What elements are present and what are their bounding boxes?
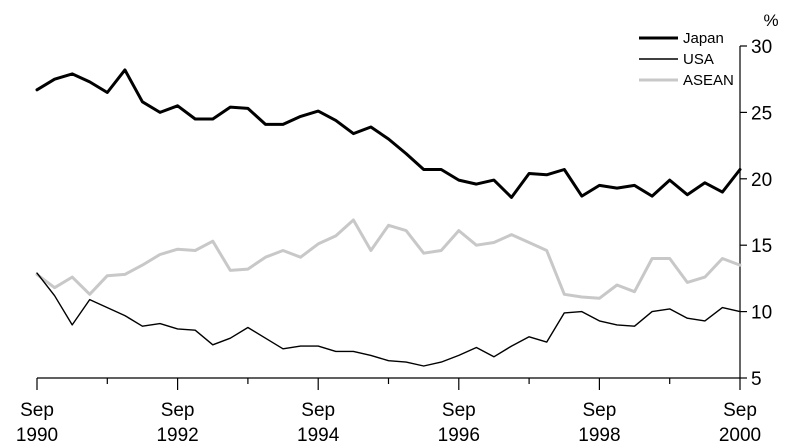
- y-tick-label: 15: [751, 236, 772, 257]
- x-tick-label-year: 1990: [16, 425, 58, 446]
- y-tick-label: 30: [751, 37, 772, 58]
- legend-label-asean: ASEAN: [683, 72, 734, 89]
- series-line-asean: [35, 218, 742, 300]
- y-tick-label: 25: [751, 103, 772, 124]
- x-tick-label-year: 2000: [719, 425, 761, 446]
- x-ticks: Sep 1990 Sep 1992 Sep 1994 Sep 1996 Sep 1998 Sep 20…: [16, 378, 761, 446]
- x-tick-label-year: 1992: [156, 425, 198, 446]
- x-tick-label-month: Sep: [442, 400, 476, 421]
- series-line-japan: [35, 68, 742, 199]
- x-tick-label-month: Sep: [161, 400, 195, 421]
- series-lines: [35, 68, 742, 367]
- y-tick-label: 20: [751, 170, 772, 191]
- y-ticks: 5 10 15 20 25 30: [740, 37, 772, 390]
- y-unit-label: %: [763, 11, 778, 30]
- x-tick-label-year: 1998: [578, 425, 620, 446]
- x-tick-label-year: 1996: [438, 425, 480, 446]
- x-tick-label-month: Sep: [20, 400, 54, 421]
- x-tick-label-month: Sep: [301, 400, 335, 421]
- x-tick-label-month: Sep: [723, 400, 757, 421]
- legend-label-usa: USA: [683, 51, 714, 68]
- y-tick-label: 10: [751, 303, 772, 324]
- x-tick-label-year: 1994: [297, 425, 340, 446]
- legend: Japan USA ASEAN: [639, 30, 734, 89]
- series-line-usa: [36, 272, 741, 367]
- x-tick-label-month: Sep: [582, 400, 616, 421]
- y-tick-label: 5: [751, 369, 762, 390]
- legend-label-japan: Japan: [683, 30, 724, 47]
